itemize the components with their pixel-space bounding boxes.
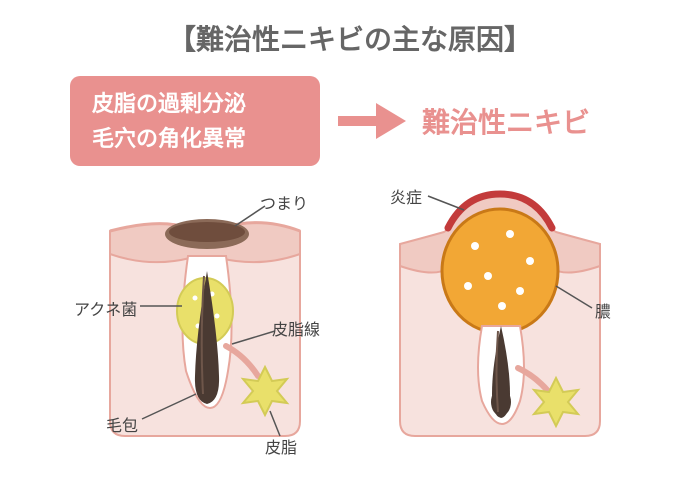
cause-line-2: 毛穴の角化異常	[92, 121, 298, 156]
cause-line-1: 皮脂の過剰分泌	[92, 86, 298, 121]
diagram-left: つまり アクネ菌 皮脂線 毛包 皮脂	[70, 176, 330, 466]
label-umi: 膿	[595, 298, 611, 322]
causes-row: 皮脂の過剰分泌 毛穴の角化異常 難治性ニキビ	[70, 76, 700, 166]
label-tsumari: つまり	[260, 190, 308, 214]
label-hisisen: 皮脂線	[272, 316, 320, 340]
page-title: 【難治性ニキビの主な原因】	[0, 0, 700, 58]
label-hishi: 皮脂	[265, 434, 297, 458]
label-akune: アクネ菌	[74, 296, 137, 320]
label-ensho: 炎症	[390, 184, 422, 208]
diagram-right: 炎症 膿	[370, 176, 630, 466]
result-label: 難治性ニキビ	[422, 101, 590, 141]
cause-box: 皮脂の過剰分泌 毛穴の角化異常	[70, 76, 320, 166]
arrow-icon	[336, 101, 406, 141]
label-mouhou: 毛包	[106, 412, 138, 436]
diagrams-row: つまり アクネ菌 皮脂線 毛包 皮脂	[0, 176, 700, 466]
